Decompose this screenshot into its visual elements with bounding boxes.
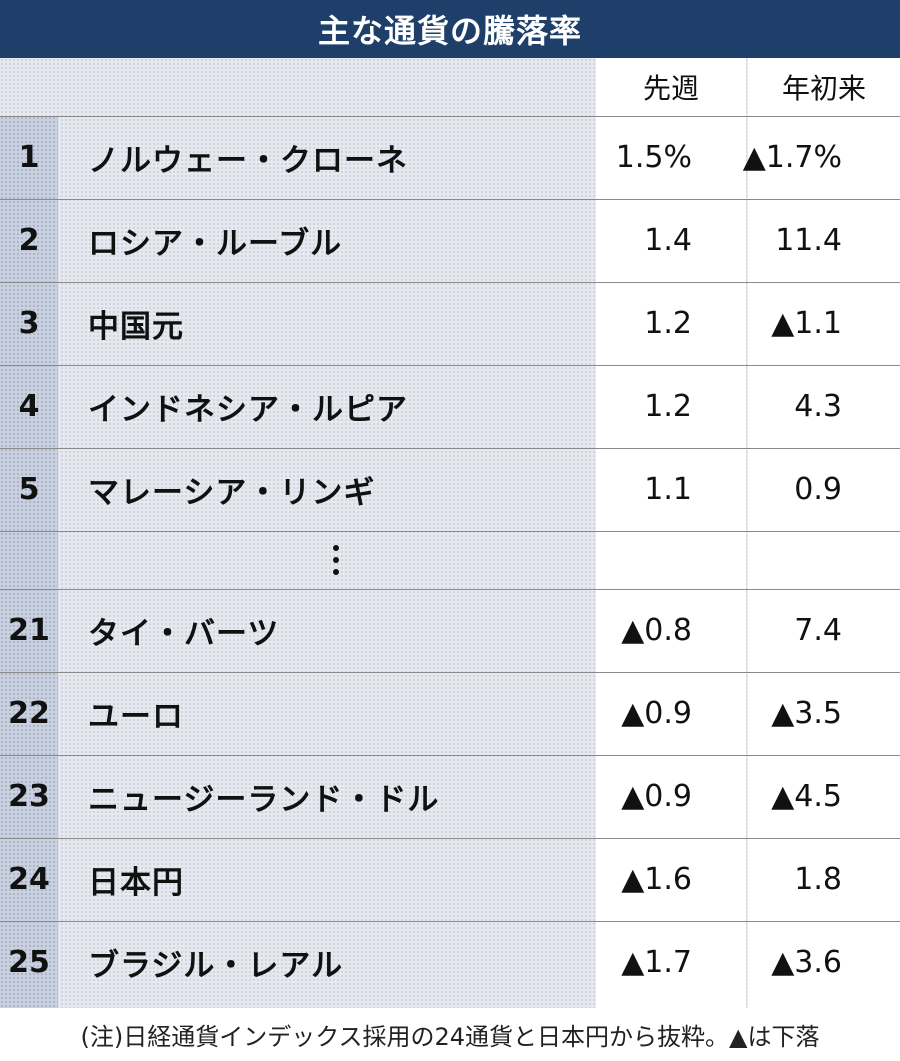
- week-change-cell: ▲1.6: [621, 862, 692, 897]
- currency-name: ブラジル・レアル: [88, 948, 344, 984]
- week-change-cell: ▲0.9: [621, 779, 692, 814]
- currency-name: タイ・バーツ: [88, 616, 280, 652]
- week-change-cell: 1.4: [644, 223, 692, 258]
- row-divider: [0, 755, 900, 756]
- rank-cell: 2: [18, 223, 40, 258]
- row-divider: [0, 921, 900, 922]
- row-divider: [0, 448, 900, 449]
- table-header: 先週 年初来: [0, 58, 900, 116]
- ytd-change-cell: 4.3: [794, 389, 842, 424]
- rank-cell: 4: [18, 389, 40, 424]
- currency-name: ユーロ: [88, 699, 184, 735]
- ytd-change-cell: ▲1.7%: [742, 140, 842, 175]
- week-change-cell: ▲1.7: [621, 945, 692, 980]
- row-divider: [0, 199, 900, 200]
- rank-cell: 1: [18, 140, 40, 175]
- rank-cell: 21: [8, 613, 50, 648]
- rank-cell: 25: [8, 945, 50, 980]
- ellipsis-dot: [333, 545, 339, 551]
- ellipsis-dot: [333, 557, 339, 563]
- currency-name: ロシア・ルーブル: [88, 226, 343, 262]
- footnote: (注)日経通貨インデックス採用の24通貨と日本円から抜粋。▲は下落: [80, 1022, 820, 1051]
- rank-cell: 22: [8, 696, 50, 731]
- header-ytd: 年初来: [781, 72, 866, 105]
- row-divider: [0, 282, 900, 283]
- rank-cell: 3: [18, 306, 40, 341]
- currency-name: 中国元: [88, 309, 184, 345]
- currency-name: ニュージーランド・ドル: [88, 782, 440, 818]
- currency-name: ノルウェー・クローネ: [88, 143, 408, 179]
- chart-title: 主な通貨の騰落率: [0, 0, 900, 58]
- currency-name: インドネシア・ルピア: [88, 392, 408, 428]
- currency-name: 日本円: [88, 865, 184, 901]
- week-column-bg: [596, 58, 746, 1008]
- ytd-change-cell: ▲4.5: [771, 779, 842, 814]
- ellipsis-dot: [333, 569, 339, 575]
- ytd-change-cell: ▲1.1: [771, 306, 842, 341]
- ytd-change-cell: 11.4: [775, 223, 842, 258]
- row-divider: [0, 116, 900, 117]
- ytd-column-bg: [748, 58, 900, 1008]
- row-divider: [0, 672, 900, 673]
- ytd-change-cell: ▲3.5: [771, 696, 842, 731]
- week-change-cell: 1.1: [644, 472, 692, 507]
- ytd-change-cell: ▲3.6: [771, 945, 842, 980]
- ytd-change-cell: 0.9: [794, 472, 842, 507]
- rank-cell: 24: [8, 862, 50, 897]
- week-change-cell: 1.2: [644, 389, 692, 424]
- row-divider: [0, 838, 900, 839]
- week-change-cell: 1.5%: [615, 140, 692, 175]
- currency-table: 先週 年初来 1 ノルウェー・クローネ 1.5% ▲1.7% 2 ロシア・ルーブル 1.4 1…: [0, 58, 900, 1008]
- ytd-change-cell: 7.4: [794, 613, 842, 648]
- header-week: 先週: [642, 72, 699, 105]
- rank-cell: 23: [8, 779, 50, 814]
- row-divider: [0, 365, 900, 366]
- week-change-cell: ▲0.9: [621, 696, 692, 731]
- row-divider: [0, 589, 900, 590]
- ytd-change-cell: 1.8: [794, 862, 842, 897]
- omitted-rows-ellipsis: [316, 531, 356, 589]
- row-divider: [0, 531, 900, 532]
- week-change-cell: ▲0.8: [621, 613, 692, 648]
- rank-column-bg: [0, 116, 58, 1008]
- rank-cell: 5: [18, 472, 40, 507]
- currency-name: マレーシア・リンギ: [88, 475, 376, 511]
- week-change-cell: 1.2: [644, 306, 692, 341]
